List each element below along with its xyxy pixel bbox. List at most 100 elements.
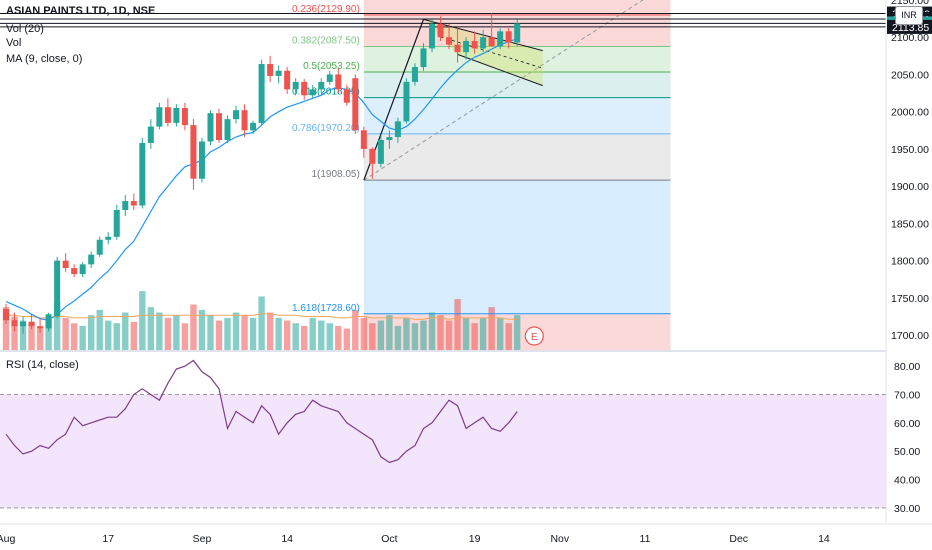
- candle-body: [301, 81, 308, 96]
- volume-bar: [420, 320, 427, 350]
- currency-badge[interactable]: INR: [895, 6, 923, 25]
- candle-body: [45, 314, 52, 329]
- candle-body: [139, 142, 146, 206]
- candle-body: [28, 321, 35, 327]
- rsi-line: [5, 359, 518, 464]
- candle-body: [429, 23, 435, 49]
- time-axis-tick-label: Oct: [381, 533, 397, 545]
- rsi-legend[interactable]: RSI (14, close): [6, 359, 79, 371]
- volume-bar: [45, 317, 52, 350]
- symbol-title[interactable]: ASIAN PAINTS LTD, 1D, NSE: [6, 5, 156, 17]
- rsi-axis-tick-label: 40.00: [894, 475, 920, 487]
- volume-bar: [352, 309, 359, 350]
- volume-bar: [496, 317, 504, 350]
- rsi-axis-tick-label: 30.00: [894, 503, 920, 515]
- candle-body: [216, 113, 222, 140]
- volume-bar: [215, 320, 223, 350]
- candle-body: [258, 64, 265, 123]
- volume-bar: [360, 317, 368, 350]
- volume-bar: [258, 296, 265, 350]
- earnings-marker-label: E: [531, 332, 538, 343]
- candle-body: [309, 89, 316, 96]
- volume-legend-secondary[interactable]: Vol: [6, 37, 22, 49]
- volume-bar: [173, 315, 180, 350]
- volume-bar: [428, 312, 436, 350]
- candle-body: [275, 70, 282, 76]
- price-axis-tick-label: 1700.00: [891, 330, 929, 342]
- candle-body: [207, 113, 214, 142]
- price-axis-tick-label: 1900.00: [891, 181, 929, 193]
- volume-bar: [190, 304, 197, 350]
- time-axis-tick-label: 14: [281, 533, 293, 545]
- volume-bar: [514, 315, 521, 350]
- fib-level-label: 1(1908.05): [311, 169, 359, 180]
- time-axis-tick-label: Aug: [0, 533, 15, 545]
- candle-body: [471, 40, 478, 49]
- fib-zone: [363, 97, 671, 134]
- volume-bar: [207, 315, 214, 350]
- earnings-marker-circle: [524, 326, 544, 346]
- volume-bar: [411, 323, 419, 350]
- candle-body: [233, 110, 240, 120]
- candle-body: [122, 201, 129, 210]
- volume-bar: [164, 317, 172, 350]
- volume-bar: [88, 315, 95, 350]
- volume-bar: [62, 317, 69, 350]
- candle-body: [241, 110, 248, 131]
- candle-body: [480, 37, 487, 49]
- volume-bar: [309, 317, 316, 350]
- time-axis-tick-label: Sep: [193, 533, 212, 545]
- candle-body: [403, 81, 410, 122]
- price-axis-tick-label: 2100.00: [891, 32, 929, 44]
- candle-body: [130, 201, 137, 206]
- candle-body: [54, 260, 61, 317]
- candle-body: [113, 210, 120, 237]
- volume-bar: [369, 323, 376, 350]
- volume-bar: [147, 307, 155, 350]
- volume-bar: [130, 321, 137, 350]
- fib-zone: [363, 180, 671, 314]
- price-axis-tick-label: 1800.00: [891, 256, 929, 268]
- candle-body: [318, 81, 325, 90]
- volume-bar: [53, 301, 61, 350]
- candle-body: [326, 74, 333, 82]
- volume-bar: [36, 328, 44, 350]
- candle-body: [62, 260, 69, 269]
- candle-body: [267, 64, 274, 76]
- volume-bar: [326, 323, 333, 350]
- volume-bar: [283, 320, 291, 350]
- candle-body: [79, 264, 86, 275]
- time-axis-tick-label: 19: [469, 533, 481, 545]
- candle-body: [71, 268, 78, 275]
- volume-legend[interactable]: Vol (20): [6, 23, 44, 35]
- candle-body: [369, 148, 376, 164]
- rsi-axis-tick-label: 70.00: [894, 390, 920, 402]
- candle-body: [514, 23, 521, 43]
- volume-bar: [301, 325, 308, 350]
- fib-zone: [363, 133, 671, 181]
- ma-legend[interactable]: MA (9, close, 0): [6, 53, 83, 65]
- price-axis-tick-label: 1850.00: [891, 218, 929, 230]
- earnings-marker[interactable]: E: [524, 326, 544, 346]
- volume-bar: [462, 317, 470, 350]
- time-axis-tick-label: 14: [818, 533, 830, 545]
- candle-body: [386, 137, 393, 140]
- volume-bar: [105, 320, 112, 350]
- fib-level-label: 0.382(2087.50): [292, 36, 360, 47]
- volume-bar: [224, 317, 231, 350]
- candle-body: [292, 81, 299, 90]
- time-axis-tick-label: 11: [640, 533, 651, 545]
- volume-bar: [19, 320, 27, 350]
- candle-body: [284, 70, 291, 90]
- candle-body: [488, 37, 495, 47]
- candle-body: [164, 107, 171, 123]
- volume-bar: [377, 320, 385, 350]
- volume-bar: [11, 316, 18, 350]
- candle-body: [352, 78, 359, 131]
- channel-fill: [423, 19, 543, 86]
- volume-bar: [505, 323, 512, 350]
- candle-body: [505, 31, 512, 43]
- rsi-axis-tick-label: 50.00: [894, 446, 920, 458]
- volume-bar: [96, 309, 103, 350]
- candle-body: [156, 107, 163, 127]
